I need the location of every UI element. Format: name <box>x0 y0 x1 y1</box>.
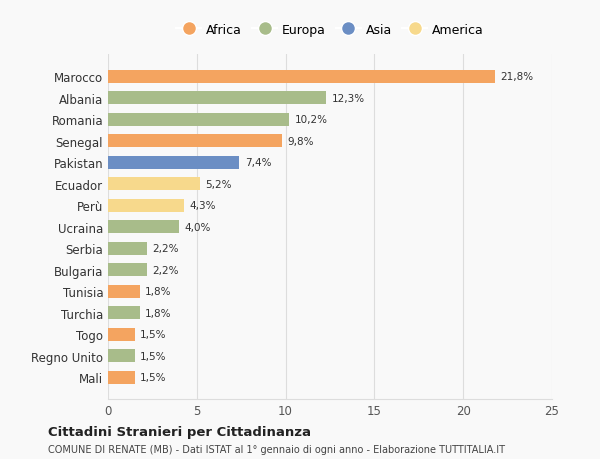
Bar <box>108 221 179 234</box>
Bar <box>108 263 147 276</box>
Text: 7,4%: 7,4% <box>245 158 271 168</box>
Bar <box>108 199 184 212</box>
Text: 1,8%: 1,8% <box>145 286 172 297</box>
Text: 1,5%: 1,5% <box>140 372 166 382</box>
Bar <box>108 307 140 319</box>
Text: 2,2%: 2,2% <box>152 265 179 275</box>
Bar <box>108 349 134 362</box>
Text: 4,0%: 4,0% <box>184 222 211 232</box>
Text: 12,3%: 12,3% <box>332 94 365 104</box>
Bar <box>108 178 200 191</box>
Bar <box>108 92 326 105</box>
Text: 9,8%: 9,8% <box>287 136 314 146</box>
Text: 21,8%: 21,8% <box>500 72 533 82</box>
Bar <box>108 328 134 341</box>
Legend: Africa, Europa, Asia, America: Africa, Europa, Asia, America <box>172 20 488 40</box>
Text: 1,5%: 1,5% <box>140 330 166 339</box>
Bar <box>108 157 239 169</box>
Text: COMUNE DI RENATE (MB) - Dati ISTAT al 1° gennaio di ogni anno - Elaborazione TUT: COMUNE DI RENATE (MB) - Dati ISTAT al 1°… <box>48 444 505 454</box>
Text: 2,2%: 2,2% <box>152 244 179 254</box>
Bar <box>108 71 495 84</box>
Bar <box>108 242 147 255</box>
Bar <box>108 135 282 148</box>
Bar <box>108 113 289 127</box>
Text: 4,3%: 4,3% <box>190 201 216 211</box>
Text: 10,2%: 10,2% <box>295 115 328 125</box>
Bar <box>108 371 134 384</box>
Bar <box>108 285 140 298</box>
Text: 5,2%: 5,2% <box>206 179 232 189</box>
Text: Cittadini Stranieri per Cittadinanza: Cittadini Stranieri per Cittadinanza <box>48 425 311 438</box>
Text: 1,8%: 1,8% <box>145 308 172 318</box>
Text: 1,5%: 1,5% <box>140 351 166 361</box>
